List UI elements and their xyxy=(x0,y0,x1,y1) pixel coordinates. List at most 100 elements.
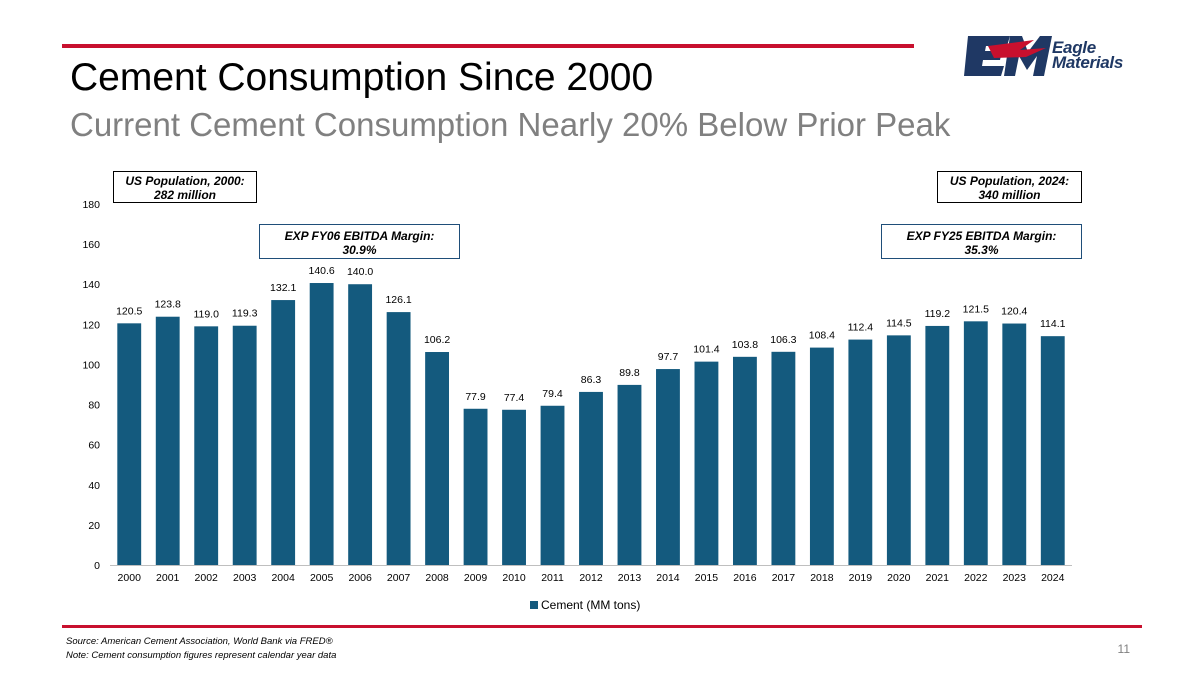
x-tick-label: 2004 xyxy=(271,572,295,584)
legend-swatch xyxy=(530,601,538,609)
bar xyxy=(925,325,950,565)
x-tick-label: 2015 xyxy=(695,572,719,584)
callout-population-2000: US Population, 2000: 282 million xyxy=(113,171,257,203)
x-tick-label: 2021 xyxy=(926,572,950,584)
callout-fy25-line1: EXP FY25 EBITDA Margin: xyxy=(906,229,1057,243)
x-tick-label: 2006 xyxy=(348,572,372,584)
bar xyxy=(194,326,219,565)
x-tick-label: 2023 xyxy=(1003,572,1027,584)
data-label: 114.1 xyxy=(1040,318,1066,330)
logo-wordmark: Eagle Materials xyxy=(1052,38,1124,72)
callout-population-2000-line2: 282 million xyxy=(153,188,217,202)
data-label: 119.0 xyxy=(193,308,219,320)
bar xyxy=(771,351,796,565)
x-tick-label: 2014 xyxy=(656,572,680,584)
data-label: 77.4 xyxy=(504,392,525,404)
bar xyxy=(694,361,719,565)
callout-population-2024: US Population, 2024: 340 million xyxy=(937,171,1082,203)
logo-wordmark-line2: Materials xyxy=(1052,53,1124,72)
bar xyxy=(540,405,565,565)
data-label: 77.9 xyxy=(465,391,486,403)
bar xyxy=(886,335,911,565)
footer-notes: Source: American Cement Association, Wor… xyxy=(66,635,336,663)
y-tick-label: 120 xyxy=(82,319,100,331)
x-tick-label: 2005 xyxy=(310,572,334,584)
data-label: 140.6 xyxy=(308,265,334,277)
x-tick-label: 2016 xyxy=(733,572,757,584)
callout-population-2024-line2: 340 million xyxy=(978,188,1041,202)
data-label: 121.5 xyxy=(963,303,989,315)
y-tick-label: 60 xyxy=(88,440,100,452)
bar xyxy=(1002,323,1027,565)
x-tick-label: 2019 xyxy=(849,572,873,584)
x-tick-label: 2024 xyxy=(1041,572,1065,584)
data-label: 97.7 xyxy=(658,351,679,363)
callout-fy25-line2: 35.3% xyxy=(964,243,999,257)
data-label: 108.4 xyxy=(809,330,835,342)
x-tick-label: 2007 xyxy=(387,572,411,584)
x-tick-label: 2011 xyxy=(541,572,564,584)
bar xyxy=(386,312,411,565)
x-tick-label: 2000 xyxy=(118,572,142,584)
x-tick-label: 2018 xyxy=(810,572,834,584)
x-tick-label: 2008 xyxy=(425,572,449,584)
y-tick-label: 0 xyxy=(94,560,100,572)
data-label: 86.3 xyxy=(581,374,602,386)
y-tick-label: 160 xyxy=(82,239,100,251)
bar xyxy=(155,316,180,565)
data-label: 114.5 xyxy=(886,317,912,329)
bar xyxy=(848,339,873,565)
x-tick-label: 2017 xyxy=(772,572,796,584)
page-number: 11 xyxy=(1117,642,1130,656)
top-accent-rule xyxy=(62,44,914,48)
y-tick-label: 100 xyxy=(82,359,100,371)
data-label: 132.1 xyxy=(270,282,296,294)
data-label: 103.8 xyxy=(732,339,758,351)
bar xyxy=(732,356,757,565)
bar xyxy=(425,352,450,565)
data-label: 123.8 xyxy=(155,299,181,311)
bar xyxy=(117,323,142,565)
bar xyxy=(809,347,834,565)
bottom-accent-rule xyxy=(62,625,1142,628)
bar xyxy=(579,391,603,565)
y-tick-label: 180 xyxy=(82,199,100,211)
y-tick-label: 80 xyxy=(88,400,100,412)
callout-fy06-line2: 30.9% xyxy=(342,243,377,257)
bar xyxy=(232,325,257,565)
bar xyxy=(463,408,488,565)
bar xyxy=(271,300,296,565)
footer-note: Note: Cement consumption figures represe… xyxy=(66,650,337,661)
x-tick-label: 2009 xyxy=(464,572,488,584)
logo-wordmark-line1: Eagle xyxy=(1052,38,1096,57)
data-label: 119.3 xyxy=(232,308,258,320)
bar xyxy=(502,409,526,565)
bar xyxy=(1040,336,1065,565)
data-label: 89.8 xyxy=(619,367,640,379)
callout-fy06-line1: EXP FY06 EBITDA Margin: xyxy=(284,229,435,243)
callout-fy25-ebitda-margin: EXP FY25 EBITDA Margin: 35.3% xyxy=(881,224,1082,259)
x-tick-label: 2012 xyxy=(579,572,603,584)
callout-population-2000-line1: US Population, 2000: xyxy=(125,174,245,188)
callout-fy06-ebitda-margin: EXP FY06 EBITDA Margin: 30.9% xyxy=(259,224,460,259)
x-tick-label: 2002 xyxy=(195,572,219,584)
legend-label: Cement (MM tons) xyxy=(541,598,640,612)
bar xyxy=(348,284,373,565)
bar xyxy=(963,321,988,565)
x-tick-label: 2022 xyxy=(964,572,988,584)
bar xyxy=(656,369,680,565)
data-label: 106.2 xyxy=(424,334,450,346)
data-label: 112.4 xyxy=(848,322,874,334)
bar xyxy=(617,384,642,565)
data-label: 79.4 xyxy=(542,388,563,400)
callout-population-2024-line1: US Population, 2024: xyxy=(949,174,1070,188)
page-subtitle: Current Cement Consumption Nearly 20% Be… xyxy=(70,106,951,143)
data-label: 106.3 xyxy=(770,334,796,346)
y-tick-label: 40 xyxy=(88,480,100,492)
x-tick-label: 2001 xyxy=(156,572,180,584)
data-label: 126.1 xyxy=(385,294,411,306)
x-tick-label: 2003 xyxy=(233,572,257,584)
bar xyxy=(309,283,334,565)
x-tick-label: 2013 xyxy=(618,572,642,584)
x-tick-label: 2010 xyxy=(502,572,526,584)
